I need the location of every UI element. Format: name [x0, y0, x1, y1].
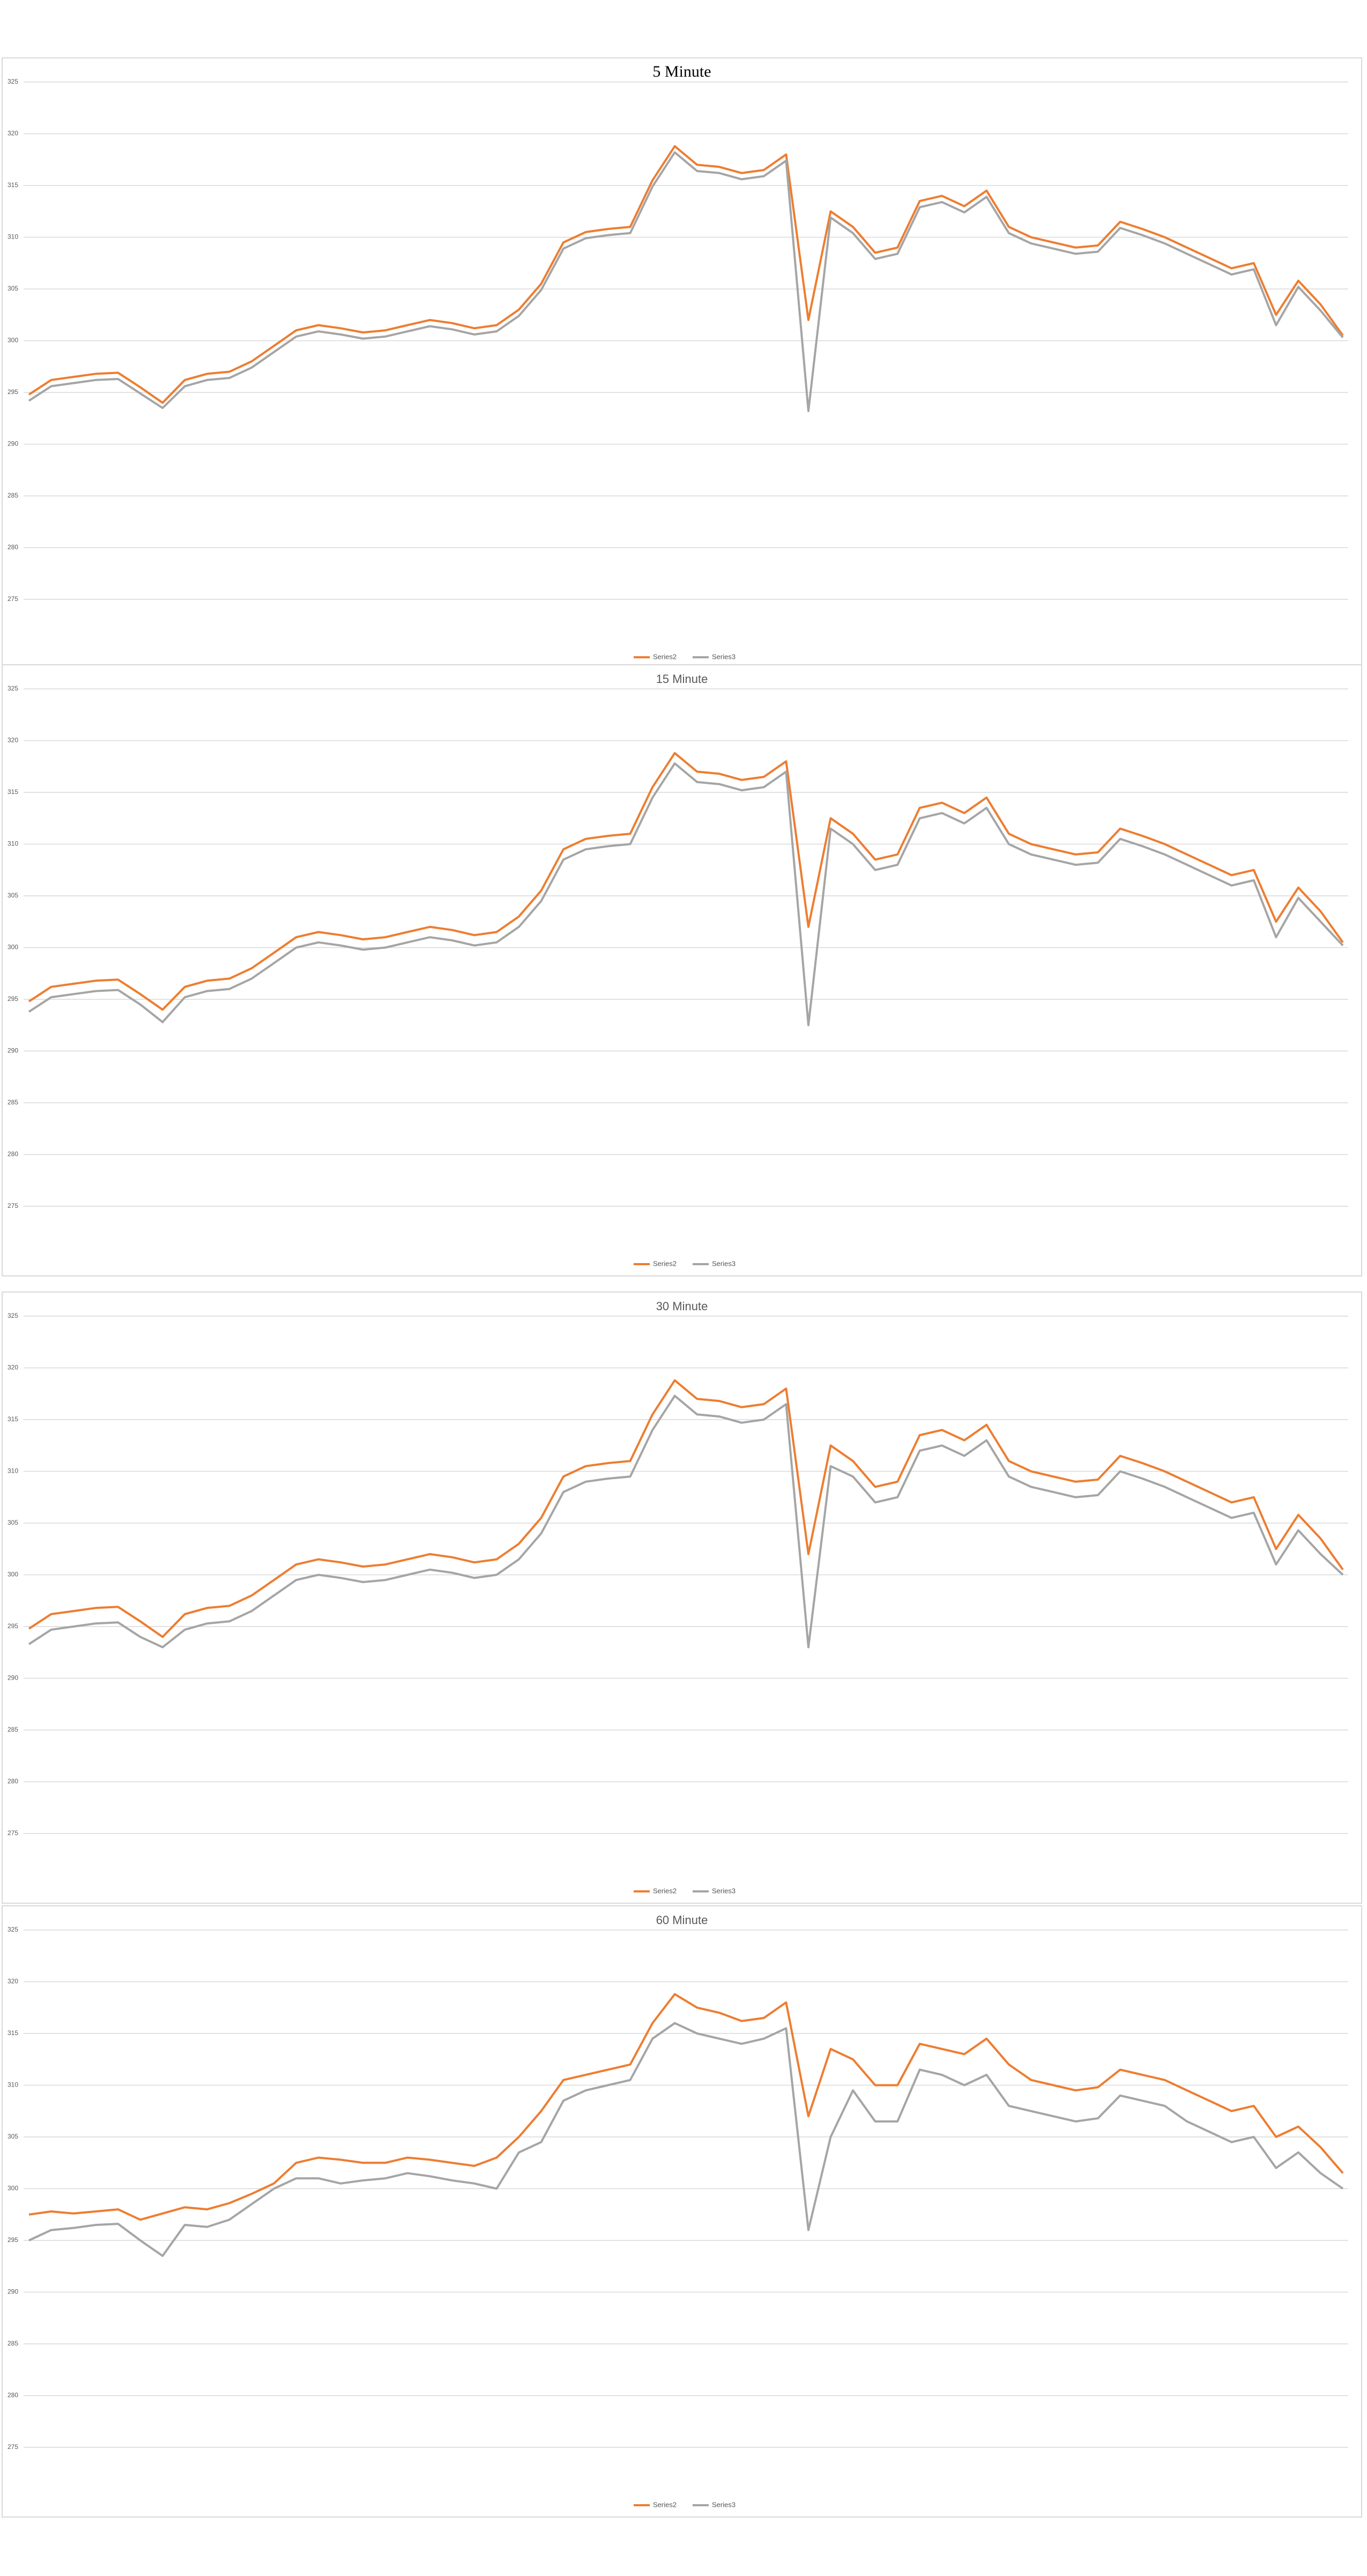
chart: 5 Minute 275 280 285 290 295 300 305 310 315 320 32…: [2, 57, 1362, 670]
series-line: [28, 145, 1344, 404]
legend-label: Series2: [653, 1259, 677, 1267]
y-tick-label: 325: [8, 78, 18, 85]
chart-frame: [2, 1291, 1362, 1904]
y-tick-label: 305: [8, 285, 18, 292]
y-tick-label: 325: [8, 1926, 18, 1933]
y-tick-label: 315: [8, 1415, 18, 1423]
y-tick-label: 295: [8, 2236, 18, 2244]
y-tick-label: 300: [8, 337, 18, 344]
y-tick-label: 275: [8, 1829, 18, 1837]
chart-frame: [2, 1905, 1362, 2518]
y-tick-label: 300: [8, 2185, 18, 2192]
y-tick-label: 285: [8, 492, 18, 499]
y-tick-label: 280: [8, 544, 18, 551]
y-tick-label: 315: [8, 788, 18, 796]
y-tick-label: 280: [8, 1778, 18, 1785]
chart-title: 5 Minute: [652, 63, 711, 80]
y-tick-label: 325: [8, 685, 18, 692]
legend-label: Series3: [712, 1887, 735, 1895]
series-line: [28, 1993, 1344, 2221]
series-line: [28, 762, 1344, 1027]
legend-label: Series2: [653, 652, 677, 660]
y-tick-label: 295: [8, 388, 18, 396]
series-line: [28, 752, 1344, 1011]
y-tick-label: 295: [8, 995, 18, 1003]
y-tick-label: 310: [8, 2081, 18, 2089]
chart: 60 Minute 275 280 285 290 295 300 305 310 315 320 3…: [2, 1905, 1362, 2518]
y-tick-label: 285: [8, 2340, 18, 2347]
y-tick-label: 310: [8, 840, 18, 848]
legend-label: Series2: [653, 1887, 677, 1895]
y-tick-label: 300: [8, 944, 18, 951]
y-tick-label: 310: [8, 1467, 18, 1475]
y-tick-label: 290: [8, 1047, 18, 1055]
y-tick-label: 320: [8, 737, 18, 744]
y-tick-label: 275: [8, 1202, 18, 1209]
chart-title: 60 Minute: [656, 1913, 708, 1927]
y-tick-label: 305: [8, 2133, 18, 2140]
chart-frame: [2, 664, 1362, 1276]
y-tick-label: 285: [8, 1098, 18, 1106]
legend-label: Series3: [712, 2500, 735, 2508]
series-line: [28, 1379, 1344, 1638]
legend-label: Series2: [653, 2500, 677, 2508]
y-tick-label: 290: [8, 2288, 18, 2296]
series-line: [28, 1394, 1344, 1649]
y-tick-label: 290: [8, 1674, 18, 1682]
y-tick-label: 295: [8, 1622, 18, 1630]
y-tick-label: 300: [8, 1571, 18, 1578]
series-line: [28, 2022, 1344, 2257]
y-tick-label: 280: [8, 1150, 18, 1158]
y-tick-label: 320: [8, 1364, 18, 1371]
y-tick-label: 280: [8, 2392, 18, 2399]
y-tick-label: 275: [8, 2443, 18, 2451]
y-tick-label: 275: [8, 595, 18, 603]
y-tick-label: 325: [8, 1312, 18, 1319]
y-tick-label: 305: [8, 1519, 18, 1526]
legend-label: Series3: [712, 652, 735, 660]
chart-title: 30 Minute: [656, 1300, 708, 1313]
legend-label: Series3: [712, 1259, 735, 1267]
y-tick-label: 310: [8, 233, 18, 241]
chart: 15 Minute 275 280 285 290 295 300 305 310 315 320 3…: [2, 664, 1362, 1276]
chart-frame: [2, 57, 1362, 670]
y-tick-label: 320: [8, 130, 18, 137]
y-tick-label: 315: [8, 2029, 18, 2037]
y-tick-label: 315: [8, 181, 18, 189]
y-tick-label: 305: [8, 892, 18, 899]
chart-title: 15 Minute: [656, 672, 708, 686]
y-tick-label: 290: [8, 440, 18, 448]
y-tick-label: 285: [8, 1726, 18, 1733]
series-line: [28, 151, 1344, 412]
y-tick-label: 320: [8, 1978, 18, 1985]
chart: 30 Minute 275 280 285 290 295 300 305 310 315 320 3…: [2, 1291, 1362, 1904]
